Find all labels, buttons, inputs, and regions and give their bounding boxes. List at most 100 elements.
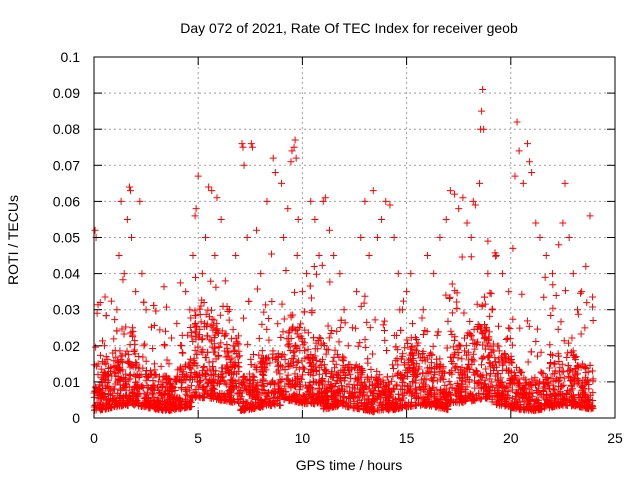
data-point-background: [495, 322, 503, 330]
data-point: [303, 270, 311, 278]
data-point-background: [448, 309, 456, 317]
data-point-background: [468, 392, 476, 400]
data-point-background: [201, 353, 209, 361]
data-point-background: [322, 350, 330, 358]
data-point-background: [156, 326, 164, 334]
data-point-background: [286, 346, 294, 354]
data-point-background: [427, 386, 435, 394]
data-point: [239, 143, 247, 151]
data-point: [463, 219, 471, 227]
data-point-background: [119, 276, 127, 284]
data-point: [498, 270, 506, 278]
data-point-background: [197, 302, 205, 310]
data-point-background: [401, 344, 409, 352]
data-point-background: [126, 371, 134, 379]
data-point-background: [278, 300, 286, 308]
data-point: [378, 215, 386, 223]
data-point: [290, 143, 298, 151]
data-point-background: [99, 376, 107, 384]
data-point-background: [218, 327, 226, 335]
data-point-background: [419, 330, 427, 338]
data-point-background: [510, 369, 518, 377]
data-point: [561, 179, 569, 187]
data-point-background: [482, 383, 490, 391]
data-point-background: [486, 375, 494, 383]
data-point-background: [232, 361, 240, 369]
data-point-background: [323, 392, 331, 400]
data-point-background: [448, 358, 456, 366]
data-point-background: [193, 373, 201, 381]
data-point: [484, 270, 492, 278]
data-point-background: [186, 403, 194, 411]
data-point-background: [228, 335, 236, 343]
data-point-background: [512, 395, 520, 403]
data-point: [548, 270, 556, 278]
data-point-background: [543, 390, 551, 398]
data-point-background: [426, 385, 434, 393]
data-point-background: [433, 363, 441, 371]
data-point-background: [420, 353, 428, 361]
data-point-background: [165, 387, 173, 395]
data-point-background: [186, 355, 194, 363]
data-point-background: [92, 343, 100, 351]
data-point-background: [209, 367, 217, 375]
data-point-background: [363, 403, 371, 411]
data-point-background: [132, 358, 140, 366]
data-point-background: [365, 385, 373, 393]
data-point-background: [482, 365, 490, 373]
data-point-background: [115, 394, 123, 402]
data-point-background: [268, 297, 276, 305]
data-point-background: [186, 364, 194, 372]
data-point-background: [317, 341, 325, 349]
data-point-background: [523, 317, 531, 325]
data-point-background: [589, 377, 597, 385]
data-point: [293, 252, 301, 260]
data-point: [155, 378, 163, 386]
data-point-background: [258, 381, 266, 389]
data-point-background: [423, 364, 431, 372]
data-point-background: [434, 397, 442, 405]
data-point-background: [477, 378, 485, 386]
data-point-background: [492, 252, 500, 260]
data-point-background: [125, 358, 133, 366]
data-point-background: [254, 379, 262, 387]
data-point-background: [277, 353, 285, 361]
data-point-background: [578, 399, 586, 407]
data-point-background: [569, 378, 577, 386]
data-point-background: [418, 314, 426, 322]
data-point-background: [179, 368, 187, 376]
data-point-background: [475, 390, 483, 398]
data-point-background: [509, 374, 517, 382]
data-point-background: [520, 374, 528, 382]
data-point-background: [441, 403, 449, 411]
data-point-background: [328, 387, 336, 395]
data-point-background: [206, 336, 214, 344]
data-point-background: [160, 283, 168, 291]
data-point-background: [493, 370, 501, 378]
data-point-background: [568, 334, 576, 342]
data-point-background: [335, 338, 343, 346]
data-point-background: [199, 384, 207, 392]
data-point-background: [223, 344, 231, 352]
data-point-background: [198, 336, 206, 344]
data-point-background: [120, 393, 128, 401]
data-point-background: [586, 361, 594, 369]
data-point-background: [288, 354, 296, 362]
data-point-background: [389, 365, 397, 373]
data-point-background: [477, 395, 485, 403]
data-point: [344, 342, 352, 350]
data-point-background: [567, 348, 575, 356]
data-point-background: [159, 406, 167, 414]
data-point-background: [409, 354, 417, 362]
data-point-background: [151, 402, 159, 410]
data-point-background: [295, 357, 303, 365]
data-point-background: [359, 402, 367, 410]
data-point: [348, 324, 356, 332]
data-point-background: [331, 364, 339, 372]
data-point-background: [170, 383, 178, 391]
data-point-background: [576, 391, 584, 399]
data-point-background: [266, 401, 274, 409]
data-point-background: [379, 398, 387, 406]
data-point-background: [107, 403, 115, 411]
data-point-background: [498, 353, 506, 361]
